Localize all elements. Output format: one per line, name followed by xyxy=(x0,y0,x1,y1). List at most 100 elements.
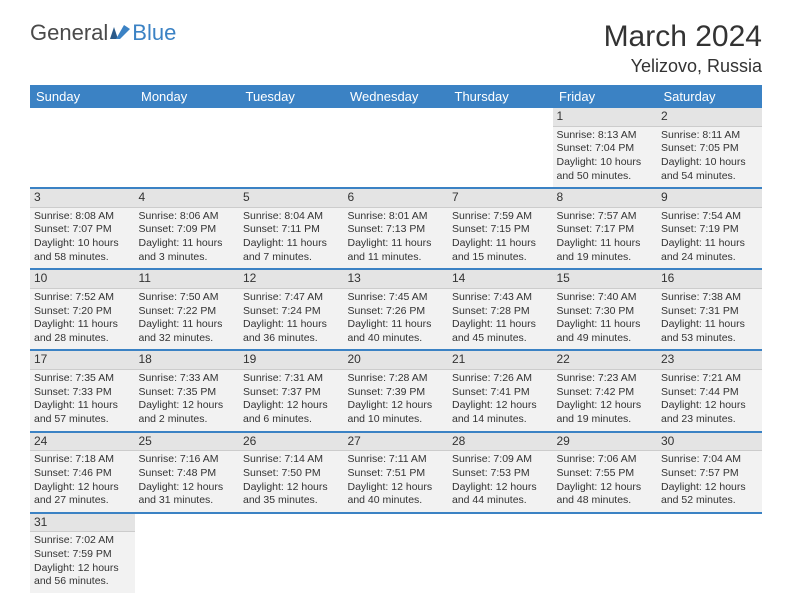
weekday-header: Wednesday xyxy=(344,85,449,108)
sunset-line: Sunset: 7:20 PM xyxy=(34,305,131,319)
calendar-day-cell: 21Sunrise: 7:26 AMSunset: 7:41 PMDayligh… xyxy=(448,350,553,431)
sunrise-line: Sunrise: 7:16 AM xyxy=(139,453,236,467)
daylight-line-1: Daylight: 12 hours xyxy=(348,399,445,413)
calendar-day-cell: 4Sunrise: 8:06 AMSunset: 7:09 PMDaylight… xyxy=(135,188,240,269)
logo-flag-icon xyxy=(110,25,130,41)
calendar-empty-cell xyxy=(239,108,344,188)
day-number: 15 xyxy=(553,270,658,289)
calendar-week-row: 24Sunrise: 7:18 AMSunset: 7:46 PMDayligh… xyxy=(30,432,762,513)
sunrise-line: Sunrise: 7:21 AM xyxy=(661,372,758,386)
sunset-line: Sunset: 7:51 PM xyxy=(348,467,445,481)
day-number: 28 xyxy=(448,433,553,452)
sunrise-line: Sunrise: 7:52 AM xyxy=(34,291,131,305)
sunset-line: Sunset: 7:37 PM xyxy=(243,386,340,400)
daylight-line-2: and 19 minutes. xyxy=(557,251,654,265)
sunrise-line: Sunrise: 7:57 AM xyxy=(557,210,654,224)
daylight-line-1: Daylight: 12 hours xyxy=(243,399,340,413)
daylight-line-1: Daylight: 11 hours xyxy=(139,237,236,251)
calendar-empty-cell xyxy=(239,513,344,593)
calendar-day-cell: 1Sunrise: 8:13 AMSunset: 7:04 PMDaylight… xyxy=(553,108,658,188)
sunset-line: Sunset: 7:31 PM xyxy=(661,305,758,319)
calendar-day-cell: 2Sunrise: 8:11 AMSunset: 7:05 PMDaylight… xyxy=(657,108,762,188)
calendar-day-cell: 19 Sunrise: 7:31 AMSunset: 7:37 PMDayligh… xyxy=(239,350,344,431)
daylight-line-1: Daylight: 10 hours xyxy=(661,156,758,170)
daylight-line-2: and 36 minutes. xyxy=(243,332,340,346)
daylight-line-1: Daylight: 11 hours xyxy=(139,318,236,332)
calendar-day-cell: 15Sunrise: 7:40 AMSunset: 7:30 PMDayligh… xyxy=(553,269,658,350)
calendar-day-cell: 10Sunrise: 7:52 AMSunset: 7:20 PMDayligh… xyxy=(30,269,135,350)
calendar-empty-cell xyxy=(553,513,658,593)
day-number: 3 xyxy=(30,189,135,208)
daylight-line-2: and 35 minutes. xyxy=(243,494,340,508)
daylight-line-1: Daylight: 12 hours xyxy=(661,481,758,495)
sunrise-line: Sunrise: 7:45 AM xyxy=(348,291,445,305)
daylight-line-2: and 27 minutes. xyxy=(34,494,131,508)
daylight-line-1: Daylight: 12 hours xyxy=(243,481,340,495)
sunrise-line: Sunrise: 7:31 AM xyxy=(243,372,340,386)
calendar-empty-cell xyxy=(344,513,449,593)
sunrise-line: Sunrise: 7:11 AM xyxy=(348,453,445,467)
daylight-line-2: and 44 minutes. xyxy=(452,494,549,508)
daylight-line-2: and 15 minutes. xyxy=(452,251,549,265)
sunrise-line: Sunrise: 7:50 AM xyxy=(139,291,236,305)
daylight-line-1: Daylight: 12 hours xyxy=(34,481,131,495)
day-number: 4 xyxy=(135,189,240,208)
calendar-day-cell: 12Sunrise: 7:47 AMSunset: 7:24 PMDayligh… xyxy=(239,269,344,350)
daylight-line-1: Daylight: 12 hours xyxy=(139,399,236,413)
sunset-line: Sunset: 7:07 PM xyxy=(34,223,131,237)
day-number: 30 xyxy=(657,433,762,452)
daylight-line-2: and 40 minutes. xyxy=(348,332,445,346)
sunset-line: Sunset: 7:04 PM xyxy=(557,142,654,156)
daylight-line-1: Daylight: 12 hours xyxy=(557,481,654,495)
daylight-line-1: Daylight: 12 hours xyxy=(34,562,131,576)
calendar-day-cell: 22Sunrise: 7:23 AMSunset: 7:42 PMDayligh… xyxy=(553,350,658,431)
daylight-line-2: and 45 minutes. xyxy=(452,332,549,346)
sunrise-line: Sunrise: 7:40 AM xyxy=(557,291,654,305)
daylight-line-1: Daylight: 11 hours xyxy=(243,318,340,332)
daylight-line-1: Daylight: 11 hours xyxy=(348,237,445,251)
calendar-empty-cell xyxy=(344,108,449,188)
calendar-day-cell: 20Sunrise: 7:28 AMSunset: 7:39 PMDayligh… xyxy=(344,350,449,431)
sunset-line: Sunset: 7:30 PM xyxy=(557,305,654,319)
sunset-line: Sunset: 7:50 PM xyxy=(243,467,340,481)
sunrise-line: Sunrise: 8:04 AM xyxy=(243,210,340,224)
daylight-line-2: and 32 minutes. xyxy=(139,332,236,346)
calendar-day-cell: 25Sunrise: 7:16 AMSunset: 7:48 PMDayligh… xyxy=(135,432,240,513)
daylight-line-1: Daylight: 12 hours xyxy=(452,399,549,413)
day-number: 2 xyxy=(657,108,762,127)
weekday-header: Friday xyxy=(553,85,658,108)
calendar-day-cell: 6Sunrise: 8:01 AMSunset: 7:13 PMDaylight… xyxy=(344,188,449,269)
calendar-body: 1Sunrise: 8:13 AMSunset: 7:04 PMDaylight… xyxy=(30,108,762,593)
sunset-line: Sunset: 7:05 PM xyxy=(661,142,758,156)
daylight-line-1: Daylight: 11 hours xyxy=(34,318,131,332)
sunrise-line: Sunrise: 7:35 AM xyxy=(34,372,131,386)
logo-text-general: General xyxy=(30,20,108,46)
calendar-empty-cell xyxy=(448,108,553,188)
daylight-line-2: and 10 minutes. xyxy=(348,413,445,427)
day-number: 5 xyxy=(239,189,344,208)
daylight-line-2: and 48 minutes. xyxy=(557,494,654,508)
calendar-day-cell: 27Sunrise: 7:11 AMSunset: 7:51 PMDayligh… xyxy=(344,432,449,513)
daylight-line-2: and 49 minutes. xyxy=(557,332,654,346)
calendar-day-cell: 23Sunrise: 7:21 AMSunset: 7:44 PMDayligh… xyxy=(657,350,762,431)
daylight-line-1: Daylight: 12 hours xyxy=(348,481,445,495)
calendar-day-cell: 7Sunrise: 7:59 AMSunset: 7:15 PMDaylight… xyxy=(448,188,553,269)
day-number: 7 xyxy=(448,189,553,208)
calendar-day-cell: 17Sunrise: 7:35 AMSunset: 7:33 PMDayligh… xyxy=(30,350,135,431)
sunset-line: Sunset: 7:35 PM xyxy=(139,386,236,400)
daylight-line-2: and 7 minutes. xyxy=(243,251,340,265)
calendar-day-cell: 13Sunrise: 7:45 AMSunset: 7:26 PMDayligh… xyxy=(344,269,449,350)
daylight-line-2: and 11 minutes. xyxy=(348,251,445,265)
day-number: 19 xyxy=(239,351,344,370)
daylight-line-1: Daylight: 11 hours xyxy=(452,237,549,251)
calendar-week-row: 31Sunrise: 7:02 AMSunset: 7:59 PMDayligh… xyxy=(30,513,762,593)
calendar-day-cell: 16Sunrise: 7:38 AMSunset: 7:31 PMDayligh… xyxy=(657,269,762,350)
sunset-line: Sunset: 7:41 PM xyxy=(452,386,549,400)
daylight-line-2: and 54 minutes. xyxy=(661,170,758,184)
daylight-line-1: Daylight: 11 hours xyxy=(452,318,549,332)
daylight-line-2: and 14 minutes. xyxy=(452,413,549,427)
daylight-line-1: Daylight: 11 hours xyxy=(557,237,654,251)
sunrise-line: Sunrise: 7:33 AM xyxy=(139,372,236,386)
sunset-line: Sunset: 7:09 PM xyxy=(139,223,236,237)
day-number: 21 xyxy=(448,351,553,370)
